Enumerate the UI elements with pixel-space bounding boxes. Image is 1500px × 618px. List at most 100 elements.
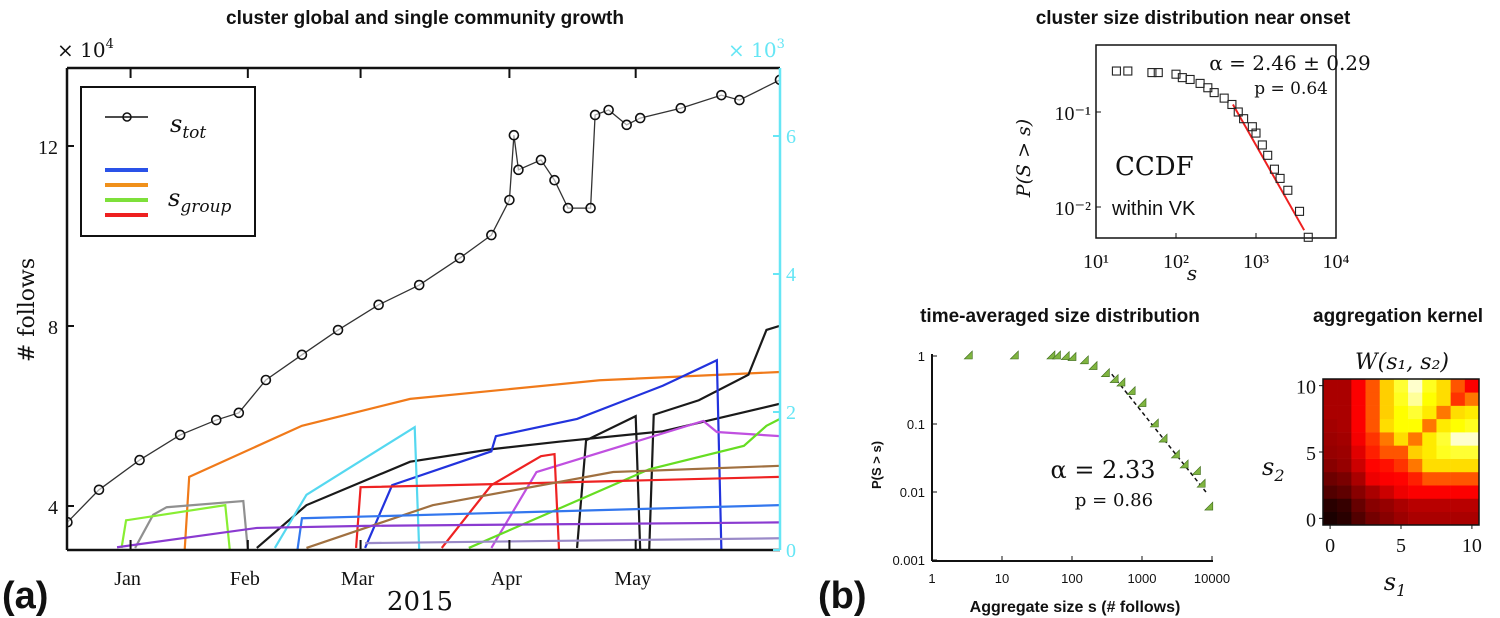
b2-point — [1009, 350, 1019, 360]
left-multiplier: × 104 — [57, 37, 114, 62]
group-series-line — [183, 370, 780, 550]
heatmap-cell — [1365, 405, 1381, 420]
ccdf-point — [1147, 68, 1157, 78]
heatmap-cell — [1379, 445, 1395, 459]
panel-b-ccdf-chart: cluster size distribution near onset 10¹… — [1013, 8, 1371, 285]
b2-y-tick-label: 0.1 — [907, 417, 925, 432]
heatmap-cell — [1408, 458, 1423, 473]
heatmap-x-tick-label: 0 — [1325, 535, 1335, 557]
s-tot-marker — [504, 194, 515, 206]
s-tot-marker — [535, 154, 547, 166]
heatmap-cell — [1393, 432, 1409, 446]
heatmap-cell — [1351, 392, 1366, 406]
b2-point — [1179, 459, 1189, 469]
heatmap-cell — [1408, 379, 1423, 393]
group-series-line — [575, 414, 642, 550]
heatmap-cell — [1408, 485, 1423, 499]
legend-s-tot-label: stot — [170, 110, 206, 143]
heatmap-cell — [1379, 471, 1395, 486]
ccdf-point — [1203, 83, 1213, 93]
heatmap-cell — [1422, 485, 1437, 499]
ccdf-point — [1123, 66, 1133, 76]
heatmap-cell — [1351, 445, 1366, 459]
heatmap-cell — [1393, 392, 1409, 406]
heatmap-cell — [1365, 432, 1381, 446]
heatmap-cell — [1351, 485, 1366, 499]
b2-y-tick-label: 0.01 — [900, 485, 925, 500]
ccdf-x-label: s — [1187, 261, 1197, 285]
heatmap-cell — [1422, 392, 1437, 406]
chart-b3-title: aggregation kernel — [1313, 306, 1483, 327]
heatmap-cell — [1337, 458, 1352, 473]
chart-b2-title: time-averaged size distribution — [920, 306, 1200, 327]
heatmap-cell — [1365, 445, 1381, 459]
heatmap-x-label: s1 — [1384, 568, 1407, 600]
heatmap-cell — [1365, 485, 1381, 499]
heatmap-cell — [1323, 511, 1338, 526]
heatmap-cell — [1323, 485, 1338, 499]
heatmap-cell — [1379, 498, 1395, 513]
heatmap-cell — [1436, 458, 1451, 473]
y-tick-label-left: 12 — [38, 137, 58, 159]
s-tot-marker — [513, 164, 524, 176]
right-multiplier: × 103 — [728, 37, 785, 62]
heatmap-cell — [1464, 418, 1480, 433]
b2-point — [1046, 350, 1056, 360]
s-tot-marker — [260, 374, 272, 386]
heatmap-cell — [1450, 471, 1466, 486]
ccdf-label: CCDF — [1115, 152, 1194, 182]
y-axis-label: # follows — [15, 258, 40, 362]
b2-point — [1100, 367, 1110, 377]
heatmap-cell — [1408, 471, 1423, 486]
heatmap-cell — [1464, 379, 1480, 393]
heatmap-cell — [1436, 432, 1451, 446]
s-tot-marker — [134, 454, 145, 466]
heatmap-x-tick-label: 10 — [1462, 535, 1482, 557]
chart-a-title: cluster global and single community grow… — [226, 8, 624, 29]
b2-point — [1060, 350, 1070, 360]
s-tot-line — [67, 79, 780, 523]
x-tick-label: Apr — [491, 568, 522, 590]
heatmap-cell — [1337, 392, 1352, 406]
heatmap-cell — [1450, 379, 1466, 393]
heatmap-cell — [1379, 392, 1395, 406]
group-series-line — [116, 521, 780, 549]
heatmap-y-tick-label: 10 — [1296, 377, 1316, 399]
b2-point — [1158, 433, 1168, 443]
heatmap-cell — [1422, 405, 1437, 420]
heatmap-cell — [1422, 458, 1437, 473]
heatmap-cell — [1393, 498, 1409, 513]
heatmap-cell — [1393, 379, 1409, 393]
heatmap-cell — [1422, 498, 1437, 513]
heatmap-cell — [1464, 458, 1480, 473]
heatmap-ticks: 0 5 10 0 5 10 — [1296, 377, 1482, 557]
s-tot-marker — [413, 279, 425, 291]
heatmap-cell — [1422, 445, 1437, 459]
legend-s-group-label: sgroup — [168, 184, 232, 217]
group-series-line — [365, 537, 780, 545]
heatmap-cell — [1337, 432, 1352, 446]
b2-point — [1116, 377, 1126, 387]
heatmap-cell — [1464, 498, 1480, 513]
heatmap-cell — [1393, 458, 1409, 473]
y-tick-label-right: 2 — [786, 402, 796, 424]
heatmap-cell — [1351, 405, 1366, 420]
s-tot-series — [67, 74, 780, 528]
heatmap-cell — [1337, 471, 1352, 486]
panel-label-a: (a) — [2, 575, 48, 617]
heatmap-cell — [1379, 485, 1395, 499]
s-tot-marker — [210, 414, 222, 426]
heatmap-cell — [1464, 405, 1480, 420]
b2-x-label: Aggregate size s (# follows) — [970, 599, 1181, 616]
heatmap-cell — [1436, 379, 1451, 393]
heatmap-cell — [1365, 458, 1381, 473]
heatmap-cell — [1422, 432, 1437, 446]
b2-point — [1204, 501, 1214, 511]
heatmap-y-tick-label: 5 — [1306, 443, 1316, 465]
s-tot-marker — [454, 252, 466, 264]
heatmap-cell — [1422, 511, 1437, 526]
ccdf-point — [1239, 114, 1249, 124]
ccdf-point — [1269, 164, 1279, 174]
b2-x-tick-label: 1000 — [1128, 571, 1157, 586]
ccdf-y-tick-label: 10⁻¹ — [1054, 103, 1091, 125]
